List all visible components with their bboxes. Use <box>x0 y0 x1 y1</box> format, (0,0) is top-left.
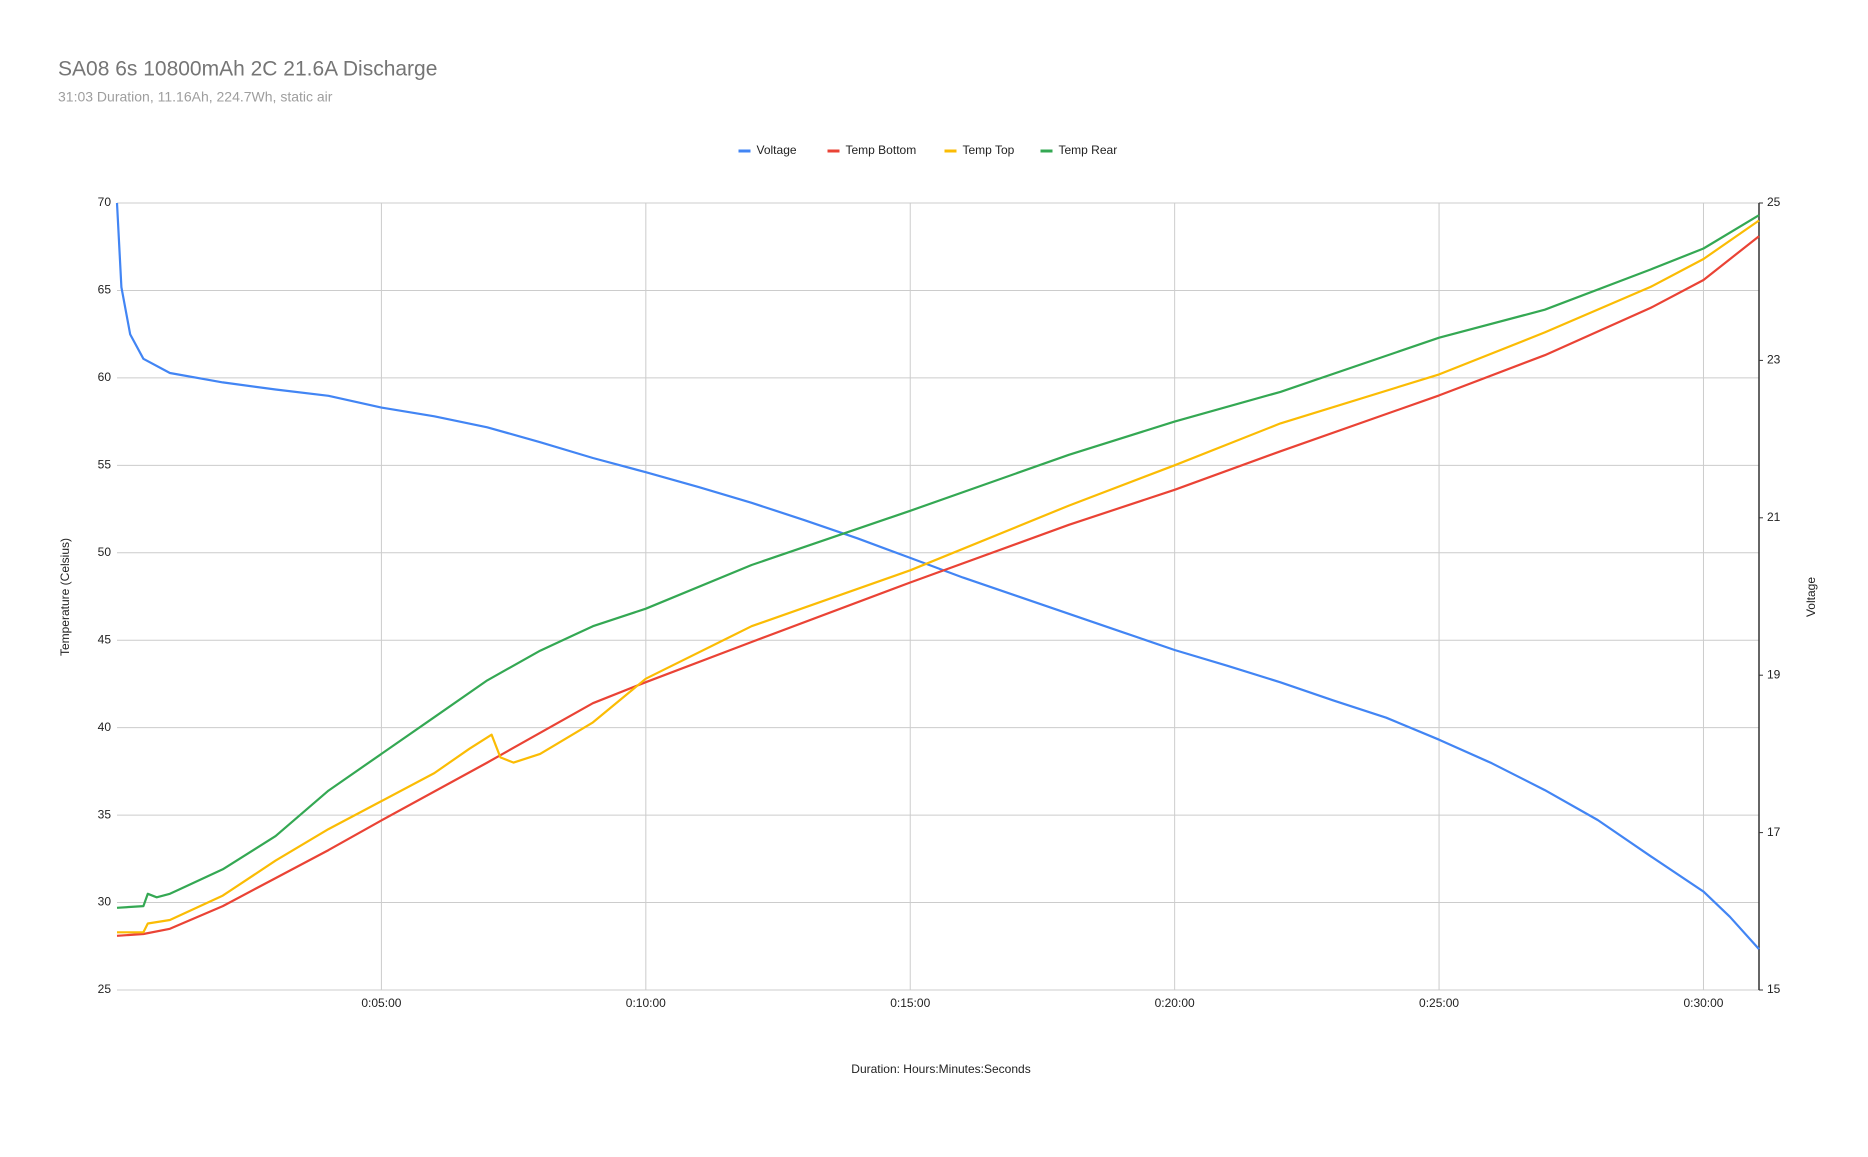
y-tick-label: 65 <box>98 283 112 297</box>
x-tick-label: 0:20:00 <box>1155 996 1195 1010</box>
y-tick-label: 30 <box>98 895 112 909</box>
y2-tick-label: 17 <box>1767 825 1781 839</box>
chart-title: SA08 6s 10800mAh 2C 21.6A Discharge <box>58 58 437 81</box>
y-tick-label: 50 <box>98 545 112 559</box>
y-tick-label: 70 <box>98 195 112 209</box>
y-axis-title: Temperature (Celsius) <box>58 538 72 656</box>
y-tick-label: 45 <box>98 632 112 646</box>
y2-tick-label: 21 <box>1767 510 1781 524</box>
series-line <box>116 214 1760 909</box>
x-tick-label: 0:15:00 <box>890 996 930 1010</box>
y-tick-label: 25 <box>98 982 112 996</box>
y2-tick-label: 15 <box>1767 982 1781 996</box>
x-tick-label: 0:10:00 <box>626 996 666 1010</box>
y2-tick-label: 23 <box>1767 353 1781 367</box>
y2-tick-label: 19 <box>1767 667 1781 681</box>
y-tick-label: 40 <box>98 720 112 734</box>
legend-label: Temp Top <box>963 143 1015 157</box>
series-line <box>115 202 1760 950</box>
legend-label: Temp Rear <box>1059 143 1118 157</box>
x-axis-title: Duration: Hours:Minutes:Seconds <box>851 1062 1030 1076</box>
series-line <box>116 235 1760 937</box>
y-tick-label: 55 <box>98 458 112 472</box>
x-tick-label: 0:30:00 <box>1683 996 1723 1010</box>
chart-subtitle: 31:03 Duration, 11.16Ah, 224.7Wh, static… <box>58 89 333 105</box>
y2-tick-label: 25 <box>1767 195 1781 209</box>
y-tick-label: 60 <box>98 370 112 384</box>
y-tick-label: 35 <box>98 807 112 821</box>
y2-axis-title: Voltage <box>1804 577 1818 617</box>
x-tick-label: 0:05:00 <box>361 996 401 1010</box>
series-line <box>117 219 1760 934</box>
legend-label: Voltage <box>757 143 797 157</box>
legend-label: Temp Bottom <box>846 143 917 157</box>
x-tick-label: 0:25:00 <box>1419 996 1459 1010</box>
